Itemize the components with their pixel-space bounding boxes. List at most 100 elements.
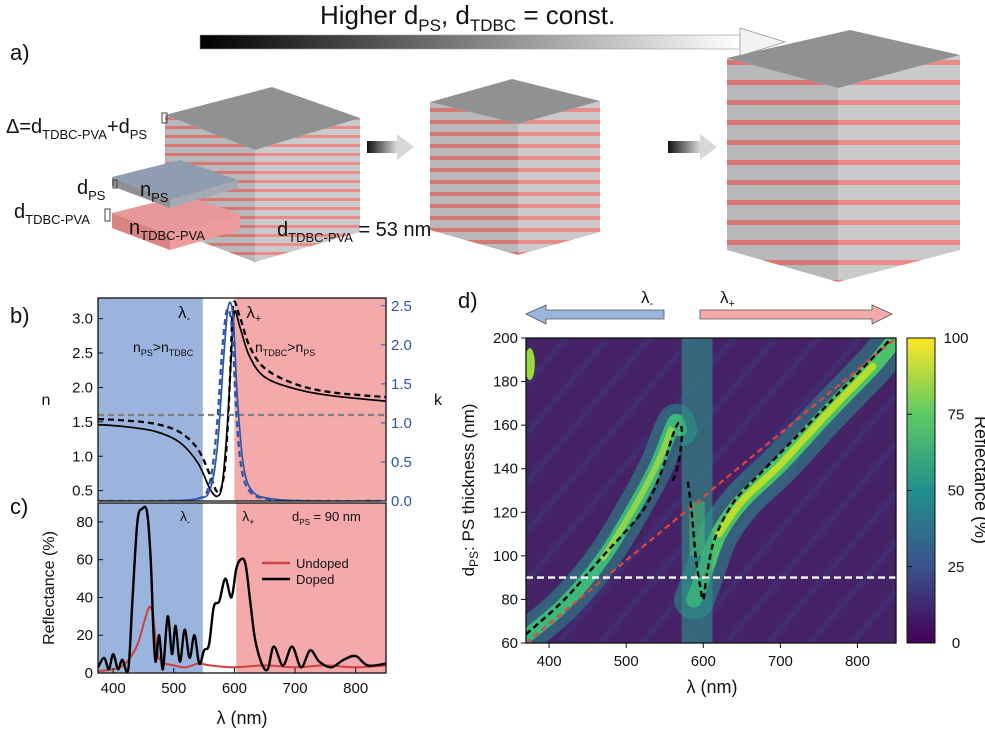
c-region-label-0-main: λ	[180, 508, 187, 524]
d-fringe-10	[723, 438, 896, 643]
dps-bracket	[112, 179, 118, 189]
b-region-label-0-main: λ	[178, 303, 187, 322]
c-annotation-tail: = 90 nm	[310, 509, 361, 524]
panel-label-b: b)	[10, 303, 30, 328]
b-ylabel: n	[42, 392, 51, 409]
c-xtick-label-0: 400	[101, 680, 126, 697]
b-series-4	[98, 307, 386, 501]
c-ylabel: Reflectance (%)	[41, 531, 58, 645]
c-region-label-2-sub: +	[249, 517, 254, 527]
header-gradient-arrow	[199, 27, 787, 57]
b-y2tick-label-3: 1.5	[391, 376, 412, 393]
d-resonance-hotspot	[689, 501, 705, 556]
panel-label-c: c)	[10, 494, 28, 519]
b-y2label: k	[434, 392, 443, 409]
c-xtick-label-1: 500	[161, 680, 186, 697]
d-corner-spot	[526, 348, 535, 381]
d-ylabel-sub: PS	[467, 551, 481, 567]
stack-arrow-1	[367, 134, 414, 160]
d-ytick-label-2: 100	[493, 548, 518, 565]
b-region-label-0: λ-	[178, 303, 191, 325]
b-note-part: n	[295, 339, 303, 355]
d-dashed-black-upper	[686, 338, 894, 601]
d-xtick-label-1: 500	[614, 653, 639, 670]
b-region-note-1: nTDBC>nPS	[255, 339, 315, 358]
d-band-upper-core	[715, 362, 877, 538]
delta-bracket	[161, 112, 168, 124]
d-xlabel: λ (nm)	[687, 677, 738, 697]
d-xtick-label-0: 400	[537, 653, 562, 670]
d-arrow-right-label: λ+	[720, 288, 735, 310]
d-xtick-label-4: 800	[845, 653, 870, 670]
d-ytick-label-7: 200	[493, 330, 518, 347]
c-annotation-main: d	[292, 509, 299, 524]
c-annotation-sub: PS	[299, 518, 310, 527]
d-arrow-left	[525, 304, 665, 325]
d-cbar-tick-label-3: 75	[948, 406, 965, 423]
layer-pair-inset	[112, 160, 240, 250]
d-fringe-3	[526, 338, 695, 538]
c-region-2	[236, 503, 386, 673]
b-region-0	[98, 298, 203, 501]
d-fringe-2	[526, 338, 653, 489]
c-frame	[97, 502, 387, 674]
b-region-label-0-sub: -	[187, 313, 191, 325]
d-ylabel-main: d	[459, 567, 478, 576]
d-xtick-label-2: 600	[691, 653, 716, 670]
d-fringe-1	[526, 338, 611, 439]
b-ytick-label-5: 3.0	[72, 311, 93, 328]
d-fringe-9	[681, 389, 896, 643]
d-resonance-column	[681, 338, 713, 643]
b-ytick-label-2: 1.5	[72, 414, 93, 431]
b-note-part: n	[161, 339, 169, 355]
c-ytick-label-2: 40	[76, 589, 93, 606]
panel-label-d: d)	[458, 288, 478, 313]
panel-label-a: a)	[10, 40, 30, 65]
stack-cube-3	[727, 30, 960, 282]
d-arrow-left-label-main: λ	[641, 288, 650, 307]
b-series-1	[98, 300, 386, 495]
c-series-undoped	[98, 605, 386, 673]
b-region-label-2-sub: +	[255, 313, 261, 325]
header-title: Higher dPS, dTDBC = const.	[320, 0, 615, 35]
b-y2tick-label-0: 0.0	[391, 493, 412, 510]
b-note-part: TDBC	[169, 348, 194, 358]
d-fringe-13	[849, 586, 896, 643]
ntdbc-label: nTDBC-PVA	[129, 217, 205, 243]
c-xtick-label-4: 800	[343, 680, 368, 697]
d-arrow-right	[699, 304, 893, 325]
dtdbc-label: dTDBC-PVA	[14, 201, 90, 227]
b-region-note-0: nPS>nTDBC	[133, 339, 194, 358]
d-ylabel-tail: : PS thickness (nm)	[459, 404, 478, 551]
d-band-lower-core	[600, 426, 674, 561]
c-series-doped	[98, 505, 386, 673]
nps-label: nPS	[140, 179, 169, 205]
d-arrow-right-label-sub: +	[729, 298, 735, 310]
c-region-0	[98, 503, 203, 673]
c-region-label-2: λ+	[242, 508, 254, 527]
c-xtick-label-2: 600	[222, 680, 247, 697]
fixed-thickness-label: dTDBC-PVA = 53 nm	[277, 219, 431, 245]
b-y2tick-label-2: 1.0	[391, 415, 412, 432]
d-arrow-right-label-main: λ	[720, 288, 729, 307]
b-note-part: >	[287, 339, 295, 355]
d-cbar-tick-label-4: 100	[943, 330, 968, 347]
dps-label: dPS	[77, 177, 106, 203]
d-arrow-left-label-sub: -	[650, 298, 654, 310]
stack-cube-2	[430, 79, 600, 255]
c-region-label-0: λ-	[180, 508, 190, 527]
d-cbar-tick-label-2: 50	[948, 483, 965, 500]
c-ytick-label-0: 0	[85, 665, 93, 682]
c-region-label-0-sub: -	[187, 517, 190, 527]
b-ytick-label-1: 1.0	[72, 448, 93, 465]
d-frame	[525, 337, 897, 644]
d-ytick-label-5: 160	[493, 417, 518, 434]
c-ytick-label-1: 20	[76, 627, 93, 644]
c-legend-label-0: Undoped	[296, 556, 349, 571]
dtdbc-bracket	[104, 208, 111, 222]
b-note-part: >	[153, 339, 161, 355]
b-ytick-label-0: 0.5	[72, 483, 93, 500]
d-cbar-tick-label-0: 0	[952, 635, 960, 652]
